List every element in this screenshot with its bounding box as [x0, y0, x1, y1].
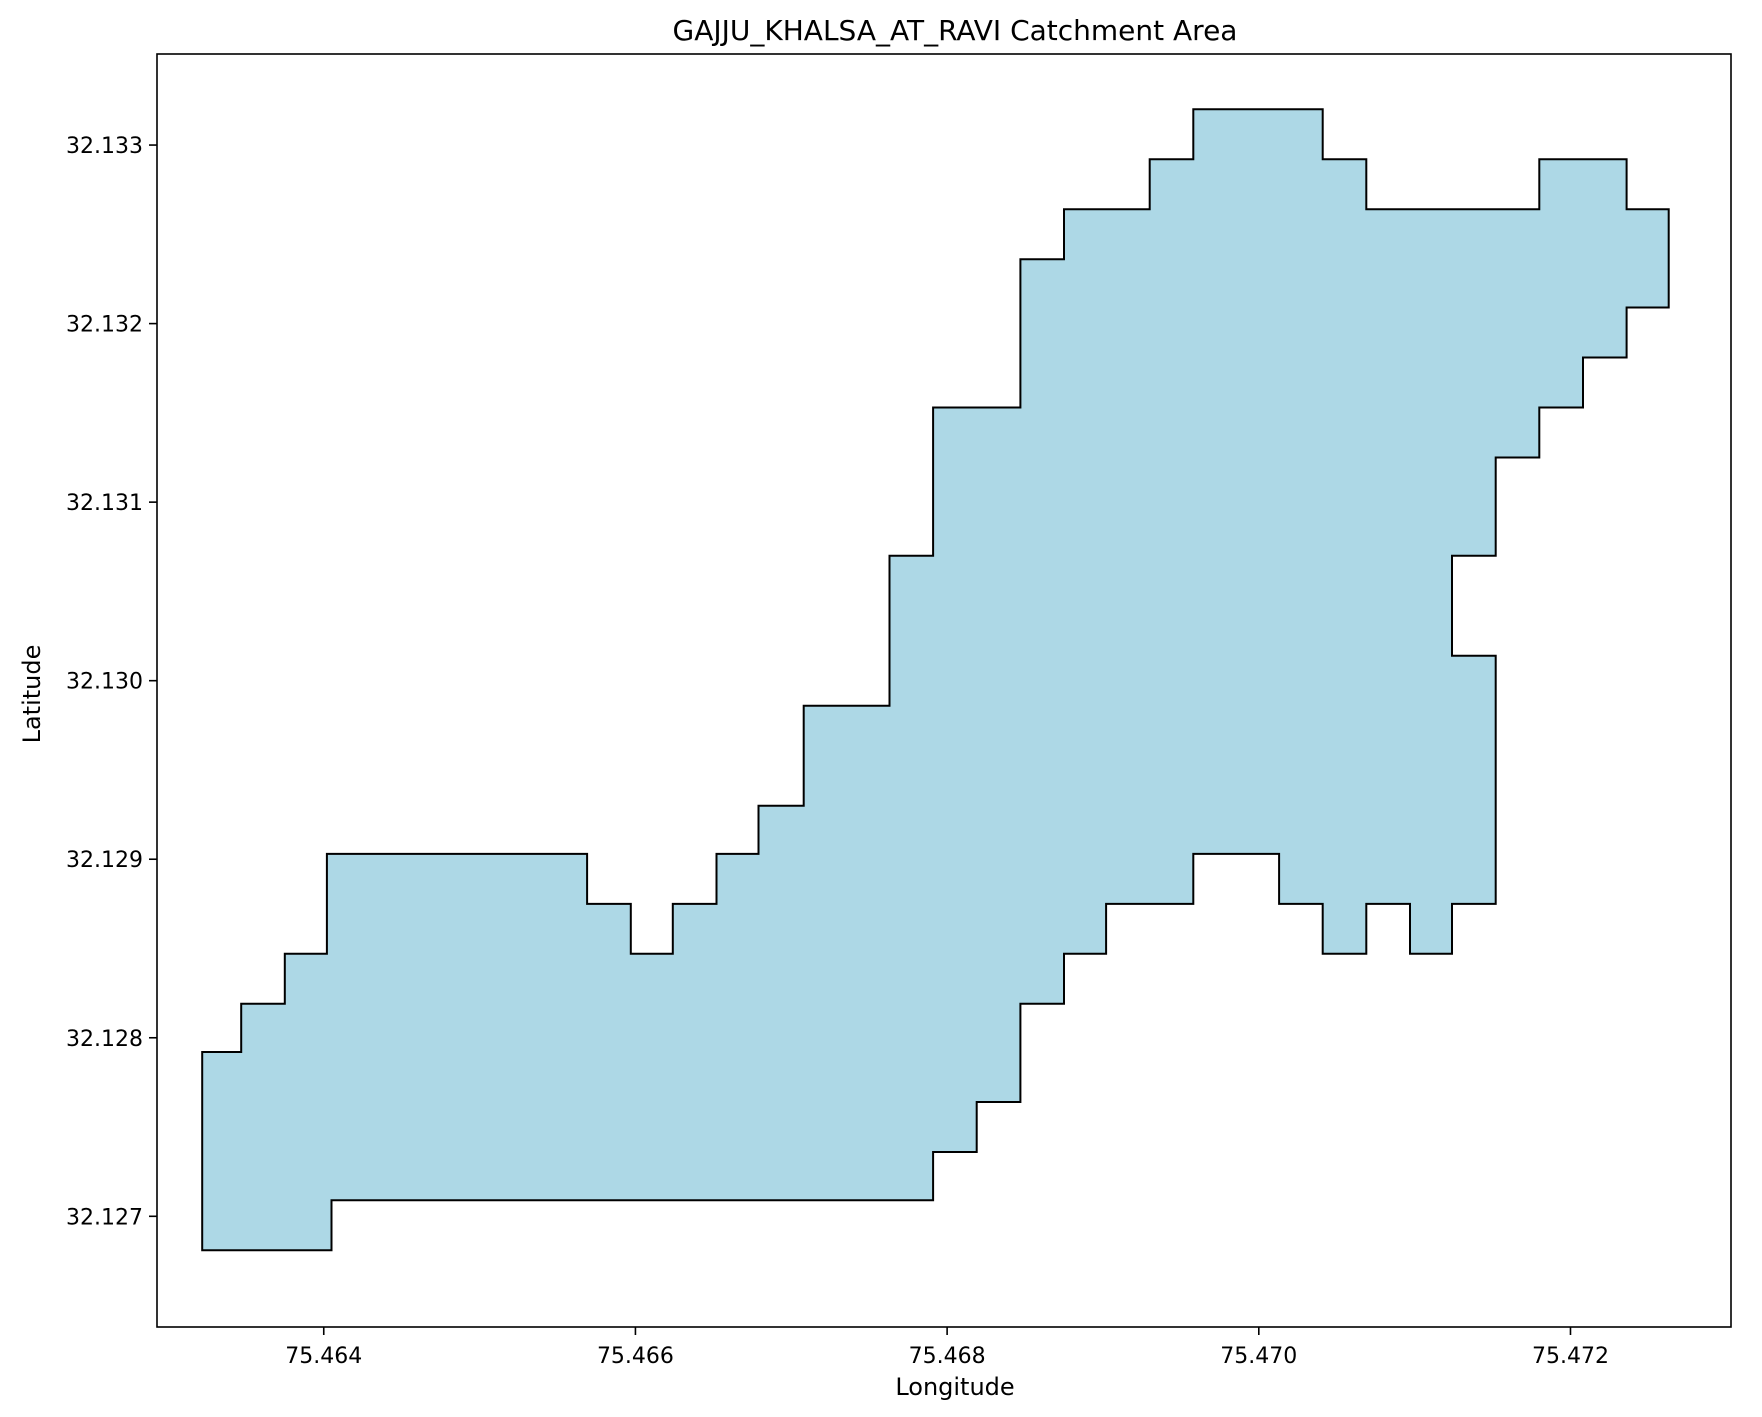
- x-tick-label: 75.466: [597, 1344, 674, 1369]
- catchment-polygon: [201, 108, 1670, 1252]
- y-tick-label: 32.131: [66, 491, 143, 516]
- y-axis-label: Latitude: [18, 645, 46, 744]
- x-axis-label: Longitude: [895, 1373, 1014, 1401]
- plot-area: [156, 53, 1732, 1328]
- chart-title: GAJJU_KHALSA_AT_RAVI Catchment Area: [673, 14, 1238, 47]
- catchment-polygon-layer: [201, 108, 1670, 1252]
- x-tick-label: 75.472: [1532, 1344, 1609, 1369]
- y-tick-label: 32.128: [66, 1027, 143, 1052]
- x-tick-label: 75.464: [285, 1344, 362, 1369]
- x-axis-ticks: 75.464 75.466 75.468 75.470 75.472: [285, 1327, 1609, 1369]
- x-tick-label: 75.470: [1220, 1344, 1297, 1369]
- y-tick-label: 32.132: [66, 313, 143, 338]
- x-tick-label: 75.468: [909, 1344, 986, 1369]
- y-axis-ticks: 32.127 32.128 32.129 32.130 32.131 32.132 32.1…: [66, 134, 157, 1230]
- y-tick-label: 32.127: [66, 1205, 143, 1230]
- y-tick-label: 32.129: [66, 848, 143, 873]
- y-tick-label: 32.130: [66, 670, 143, 695]
- plot-frame: [156, 53, 1732, 1328]
- y-tick-label: 32.133: [66, 134, 143, 159]
